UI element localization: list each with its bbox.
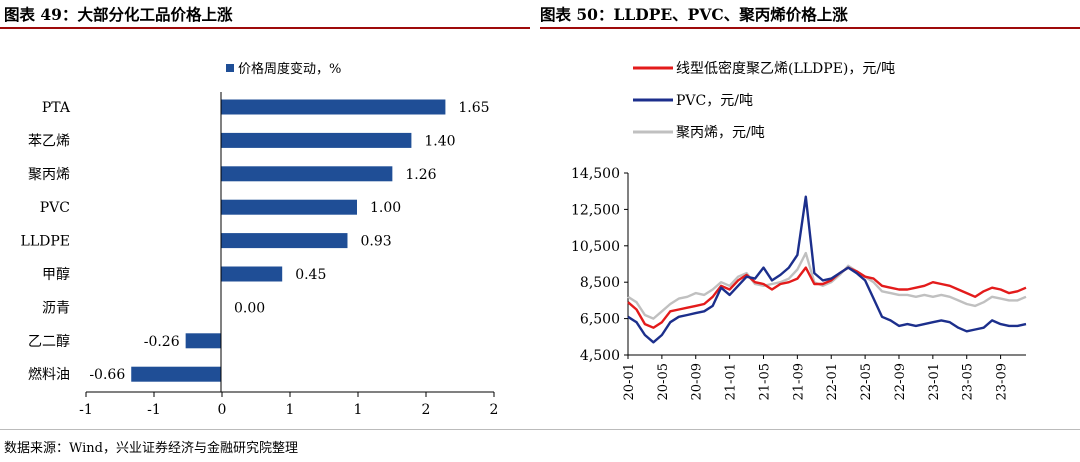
category-label: PTA [42, 100, 71, 116]
value-label: 0.45 [295, 267, 326, 283]
value-label: -0.66 [89, 367, 125, 383]
bar-chart: 价格周度变动，% PTA 1.65 苯乙烯 1.40 聚丙烯 1.26 PVC 1.00 LLDP… [21, 61, 499, 418]
value-label: 1.65 [458, 100, 489, 116]
bar [131, 366, 221, 382]
y-tick-label: 10,500 [571, 239, 620, 255]
series-line [627, 251, 1027, 320]
right-title-rule [540, 27, 1080, 29]
footer-rule [0, 429, 1080, 430]
x-tick-label: 2 [490, 402, 499, 418]
category-label: 甲醇 [42, 266, 70, 283]
bar [221, 233, 348, 249]
bar [185, 333, 221, 349]
x-tick-label: 23-05 [961, 363, 976, 400]
x-tick-label: 20-01 [622, 363, 637, 400]
category-label: 乙二醇 [28, 333, 70, 350]
legend-label: 线型低密度聚乙烯(LLDPE)，元/吨 [676, 60, 895, 77]
x-tick-label: 21-01 [724, 363, 739, 400]
x-tick-label: 1 [354, 402, 363, 418]
value-label: 1.00 [370, 200, 401, 216]
x-tick-label: -1 [79, 402, 93, 418]
bar [221, 266, 283, 282]
bar [221, 166, 393, 182]
left-chart-title: 图表 49：大部分化工品价格上涨 [4, 5, 233, 24]
y-tick-label: 4,500 [580, 348, 620, 364]
series-line [627, 195, 1027, 344]
legend-label: PVC，元/吨 [676, 93, 753, 109]
x-tick-label: 20-05 [656, 363, 671, 400]
left-title-rule [0, 27, 530, 29]
bar [221, 132, 412, 148]
category-label: 燃料油 [28, 366, 70, 383]
bar [221, 99, 446, 115]
x-tick-label: 1 [286, 402, 295, 418]
legend-label: 价格周度变动，% [238, 61, 341, 77]
category-label: PVC [40, 200, 70, 216]
right-chart-title: 图表 50：LLDPE、PVC、聚丙烯价格上涨 [540, 5, 848, 24]
x-tick-label: 22-09 [893, 363, 908, 400]
x-tick-label: 20-09 [690, 363, 705, 400]
legend-label: 聚丙烯，元/吨 [676, 125, 765, 141]
x-tick-label: 2 [422, 402, 431, 418]
x-tick-label: 22-01 [825, 363, 840, 400]
x-tick-label: 21-05 [757, 363, 772, 400]
y-tick-label: 6,500 [580, 312, 620, 328]
y-tick-label: 12,500 [571, 202, 620, 218]
value-label: -0.26 [144, 334, 180, 350]
x-tick-label: -1 [147, 402, 161, 418]
x-tick-label: 23-09 [995, 363, 1010, 400]
x-tick-label: 21-09 [791, 363, 806, 400]
x-tick-label: 22-05 [859, 363, 874, 400]
series-line [627, 266, 1027, 329]
value-label: 1.40 [424, 133, 455, 149]
x-tick-label: 23-01 [927, 363, 942, 400]
y-tick-label: 14,500 [571, 166, 620, 182]
value-label: 1.26 [405, 167, 436, 183]
source-note: 数据来源：Wind，兴业证券经济与金融研究院整理 [4, 441, 298, 456]
category-label: 聚丙烯 [28, 167, 70, 183]
legend-swatch [226, 64, 234, 72]
bar [221, 199, 357, 215]
category-label: LLDPE [21, 234, 70, 250]
value-label: 0.00 [234, 300, 265, 316]
x-tick-label: 0 [218, 402, 227, 418]
y-tick-label: 8,500 [580, 275, 620, 291]
value-label: 0.93 [360, 234, 391, 250]
category-label: 沥青 [42, 300, 70, 316]
category-label: 苯乙烯 [28, 132, 70, 149]
